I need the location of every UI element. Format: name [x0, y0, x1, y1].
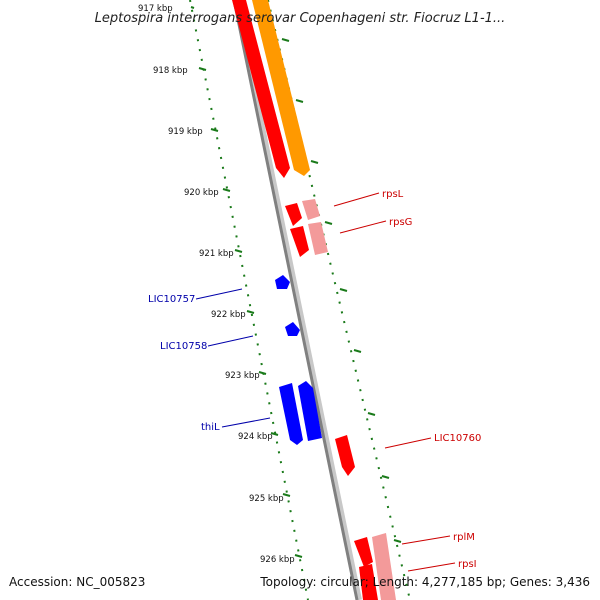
- tick-922-outer: [339, 288, 348, 292]
- leader-rplM: [401, 535, 451, 545]
- tick-917-inner: [190, 6, 195, 9]
- cds-rplM-strand[interactable]: [372, 533, 396, 600]
- tick-923-outer: [353, 349, 362, 353]
- gene-label-LIC10757[interactable]: LIC10757: [148, 294, 195, 305]
- topology-text: Topology: circular; Length: 4,277,185 bp…: [259, 575, 590, 589]
- scale-label-920: 920 kbp: [184, 188, 219, 198]
- tick-919-inner: [210, 128, 219, 132]
- cds-rpsG-strand[interactable]: [308, 222, 328, 255]
- gene-label-rpsI[interactable]: rpsI: [458, 559, 477, 570]
- cds-thiL-b[interactable]: [298, 381, 322, 441]
- tick-925-inner: [282, 493, 291, 497]
- cds-rplM[interactable]: [354, 537, 373, 567]
- tick-926-outer: [393, 539, 402, 543]
- tick-923-inner: [258, 371, 267, 375]
- genome-backbone: [232, 0, 362, 600]
- leader-rpsI: [407, 562, 456, 572]
- scale-label-917: 917 kbp: [138, 4, 173, 14]
- scale-labels: 917 kbp 918 kbp 919 kbp 920 kbp 921 kbp …: [138, 4, 295, 565]
- leader-rpsL: [333, 192, 380, 207]
- scale-label-926: 926 kbp: [260, 555, 295, 565]
- tick-921-outer: [324, 221, 333, 225]
- inner-scale-track: [189, 0, 309, 600]
- cds-thiL-a[interactable]: [279, 383, 303, 445]
- gene-label-rpsL[interactable]: rpsL: [382, 189, 404, 200]
- leader-LIC10760: [384, 437, 432, 449]
- tick-918-outer: [281, 38, 290, 42]
- scale-label-918: 918 kbp: [153, 66, 188, 76]
- leader-rpsG: [339, 220, 387, 234]
- scale-label-919: 919 kbp: [168, 127, 203, 137]
- backbone-line: [232, 0, 359, 600]
- gene-labels: rpsL rpsG LIC10757 LIC10758 thiL LIC1076…: [148, 189, 481, 570]
- gene-label-LIC10760[interactable]: LIC10760: [434, 433, 481, 444]
- cds-rpsL[interactable]: [285, 203, 302, 226]
- scale-label-925: 925 kbp: [249, 494, 284, 504]
- cds-rpsL-strand[interactable]: [302, 199, 320, 220]
- backbone-shadow: [233, 0, 362, 600]
- gene-label-LIC10758[interactable]: LIC10758: [160, 341, 207, 352]
- gene-label-rpsG[interactable]: rpsG: [389, 217, 412, 228]
- forward-cds-large[interactable]: [232, 0, 290, 178]
- tick-924-inner: [270, 432, 279, 436]
- leader-LIC10758: [207, 335, 254, 347]
- leader-thiL: [221, 417, 271, 428]
- scale-label-924: 924 kbp: [238, 432, 273, 442]
- tick-926-inner: [294, 554, 303, 558]
- cds-rpsI[interactable]: [359, 564, 378, 600]
- tick-921-inner: [234, 249, 243, 253]
- scale-label-921: 921 kbp: [199, 249, 234, 259]
- map-title: Leptospira interrogans serovar Copenhage…: [95, 11, 506, 26]
- leader-LIC10757: [195, 288, 243, 300]
- cds-rpsG[interactable]: [290, 226, 309, 257]
- tick-922-inner: [246, 310, 255, 314]
- tick-920-inner: [222, 188, 231, 192]
- cds-LIC10757[interactable]: [275, 275, 290, 289]
- scale-label-923: 923 kbp: [225, 371, 260, 381]
- gene-label-rplM[interactable]: rplM: [453, 532, 475, 543]
- tick-925-outer: [381, 475, 390, 479]
- cds-LIC10758[interactable]: [285, 322, 300, 336]
- label-leaders: [195, 192, 456, 572]
- cds-LIC10760[interactable]: [335, 435, 355, 476]
- tick-924-outer: [367, 412, 376, 416]
- orange-feature[interactable]: [252, 0, 310, 176]
- tick-918-inner: [198, 67, 207, 71]
- scale-tracks: [189, 0, 411, 600]
- accession-text: Accession: NC_005823: [9, 575, 145, 589]
- scale-label-922: 922 kbp: [211, 310, 246, 320]
- tick-919-outer: [295, 99, 304, 103]
- major-ticks: [190, 6, 402, 558]
- gene-label-thiL[interactable]: thiL: [201, 422, 220, 433]
- tick-920-outer: [310, 160, 319, 164]
